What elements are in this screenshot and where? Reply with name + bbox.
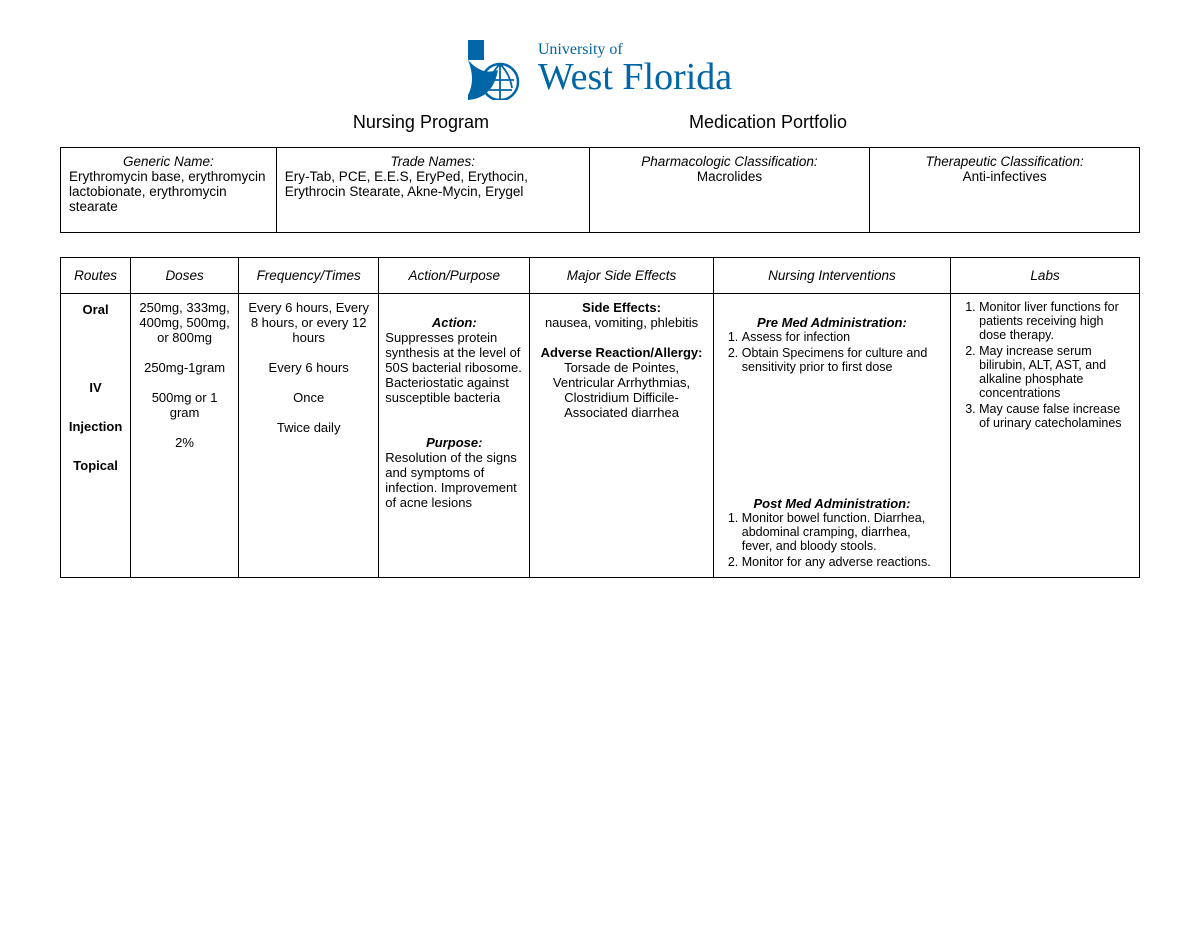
- post-med-item: Monitor for any adverse reactions.: [742, 555, 944, 569]
- trade-names-label: Trade Names:: [390, 154, 475, 169]
- title-medication-portfolio: Medication Portfolio: [689, 112, 847, 133]
- doses-cell: 250mg, 333mg, 400mg, 500mg, or 800mg 250…: [131, 294, 239, 578]
- header-frequency: Frequency/Times: [239, 258, 379, 294]
- post-med-heading: Post Med Administration:: [720, 496, 944, 511]
- adverse-reaction-heading: Adverse Reaction/Allergy:: [541, 345, 703, 360]
- table-header-row: Routes Doses Frequency/Times Action/Purp…: [61, 258, 1140, 294]
- route-topical: Topical: [73, 458, 118, 473]
- route-injection: Injection: [69, 419, 122, 434]
- action-text: Suppresses protein synthesis at the leve…: [385, 330, 523, 405]
- route-iv: IV: [89, 380, 101, 395]
- trade-names-value: Ery-Tab, PCE, E.E.S, EryPed, Erythocin, …: [285, 169, 581, 199]
- header-labs: Labs: [951, 258, 1140, 294]
- freq-iv: Every 6 hours: [269, 360, 349, 375]
- purpose-text: Resolution of the signs and symptoms of …: [385, 450, 523, 510]
- labs-list: Monitor liver functions for patients rec…: [957, 300, 1133, 430]
- logo-west-florida: West Florida: [538, 58, 732, 98]
- classification-table: Generic Name: Erythromycin base, erythro…: [60, 147, 1140, 233]
- freq-injection: Once: [293, 390, 324, 405]
- dose-iv: 250mg-1gram: [144, 360, 225, 375]
- pre-med-heading: Pre Med Administration:: [720, 315, 944, 330]
- freq-topical: Twice daily: [277, 420, 341, 435]
- routes-cell: Oral IV Injection Topical: [61, 294, 131, 578]
- side-effects-heading: Side Effects:: [582, 300, 661, 315]
- side-effects-text: nausea, vomiting, phlebitis: [545, 315, 698, 330]
- purpose-heading: Purpose:: [385, 435, 523, 450]
- generic-name-label: Generic Name:: [123, 154, 214, 169]
- action-heading: Action:: [385, 315, 523, 330]
- nursing-interventions-cell: Pre Med Administration: Assess for infec…: [713, 294, 950, 578]
- labs-cell: Monitor liver functions for patients rec…: [951, 294, 1140, 578]
- pharm-class-value: Macrolides: [598, 169, 862, 184]
- page-titles: Nursing Program Medication Portfolio: [60, 112, 1140, 133]
- post-med-list: Monitor bowel function. Diarrhea, abdomi…: [720, 511, 944, 569]
- header-routes: Routes: [61, 258, 131, 294]
- table-body-row: Oral IV Injection Topical 250mg, 333mg, …: [61, 294, 1140, 578]
- header-side-effects: Major Side Effects: [530, 258, 713, 294]
- labs-item: May increase serum bilirubin, ALT, AST, …: [979, 344, 1133, 400]
- ther-class-value: Anti-infectives: [878, 169, 1131, 184]
- pre-med-item: Assess for infection: [742, 330, 944, 344]
- header-logo: University of West Florida: [60, 40, 1140, 100]
- freq-oral: Every 6 hours, Every 8 hours, or every 1…: [248, 300, 369, 345]
- ther-class-label: Therapeutic Classification:: [925, 154, 1083, 169]
- action-purpose-cell: Action: Suppresses protein synthesis at …: [379, 294, 530, 578]
- pre-med-list: Assess for infection Obtain Specimens fo…: [720, 330, 944, 374]
- adverse-reaction-text: Torsade de Pointes, Ventricular Arrhythm…: [553, 360, 690, 420]
- header-doses: Doses: [131, 258, 239, 294]
- dose-oral: 250mg, 333mg, 400mg, 500mg, or 800mg: [139, 300, 229, 345]
- pharm-class-label: Pharmacologic Classification:: [641, 154, 817, 169]
- dose-injection: 500mg or 1 gram: [152, 390, 218, 420]
- title-nursing-program: Nursing Program: [353, 112, 489, 133]
- side-effects-cell: Side Effects: nausea, vomiting, phlebiti…: [530, 294, 713, 578]
- labs-item: Monitor liver functions for patients rec…: [979, 300, 1133, 342]
- header-nursing: Nursing Interventions: [713, 258, 950, 294]
- header-action: Action/Purpose: [379, 258, 530, 294]
- generic-name-value: Erythromycin base, erythromycin lactobio…: [69, 169, 268, 214]
- dose-topical: 2%: [175, 435, 194, 450]
- route-oral: Oral: [83, 302, 109, 317]
- logo-text: University of West Florida: [538, 42, 732, 99]
- pre-med-item: Obtain Specimens for culture and sensiti…: [742, 346, 944, 374]
- frequency-cell: Every 6 hours, Every 8 hours, or every 1…: [239, 294, 379, 578]
- uwf-logo-icon: [468, 40, 528, 100]
- labs-item: May cause false increase of urinary cate…: [979, 402, 1133, 430]
- medication-details-table: Routes Doses Frequency/Times Action/Purp…: [60, 257, 1140, 578]
- post-med-item: Monitor bowel function. Diarrhea, abdomi…: [742, 511, 944, 553]
